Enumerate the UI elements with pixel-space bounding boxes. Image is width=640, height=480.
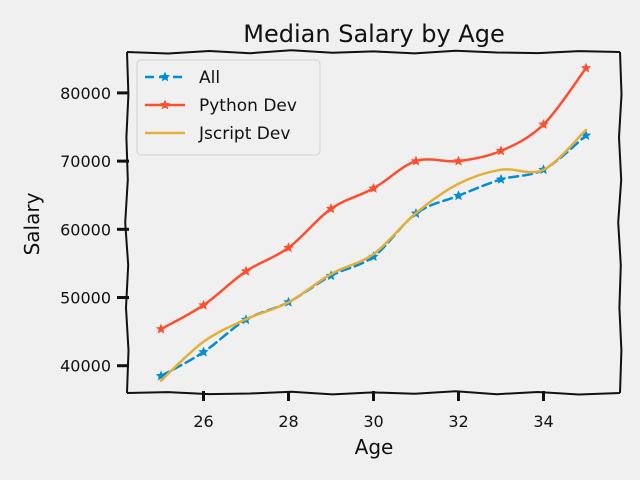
series-jscript-dev xyxy=(159,128,588,382)
legend-item-all: All xyxy=(145,68,220,88)
x-tick-label: 30 xyxy=(363,412,383,431)
data-point-python-dev xyxy=(538,119,549,129)
y-tick-label: 60000 xyxy=(60,220,111,239)
x-tick-label: 26 xyxy=(193,412,213,431)
data-point-python-dev xyxy=(198,299,209,310)
data-point-all xyxy=(495,173,507,184)
legend-label: All xyxy=(199,68,220,88)
x-axis-label: Age xyxy=(355,435,394,459)
legend-label: Jscript Dev xyxy=(198,124,290,144)
data-point-all xyxy=(198,346,209,357)
legend-box xyxy=(136,59,321,156)
y-tick-label: 50000 xyxy=(60,289,111,308)
data-point-python-dev xyxy=(368,182,379,193)
data-point-python-dev xyxy=(240,265,252,276)
data-point-all xyxy=(580,130,592,140)
y-tick-label: 40000 xyxy=(60,357,111,376)
series-layer xyxy=(155,62,592,382)
data-point-python-dev xyxy=(325,203,337,214)
data-point-all xyxy=(453,190,464,201)
series-line-jscript-dev xyxy=(159,128,588,382)
legend-marker xyxy=(159,71,171,82)
data-point-python-dev xyxy=(283,242,294,253)
y-tick-label: 70000 xyxy=(60,152,111,171)
x-tick-label: 28 xyxy=(278,412,298,431)
data-point-python-dev xyxy=(155,323,167,334)
legend-label: Python Dev xyxy=(199,96,297,116)
data-point-python-dev xyxy=(495,145,507,156)
x-tick-label: 32 xyxy=(448,412,468,431)
y-tick-label: 80000 xyxy=(60,84,111,103)
data-point-all xyxy=(368,251,379,261)
x-tick-label: 34 xyxy=(533,412,553,431)
plot-frame xyxy=(124,49,623,396)
legend: All Python Dev Jscript Dev xyxy=(136,59,321,156)
chart-title: Median Salary by Age xyxy=(243,20,504,48)
data-point-python-dev xyxy=(453,155,464,166)
legend-marker xyxy=(159,99,171,110)
data-point-python-dev xyxy=(580,62,592,73)
axis-ticks: 26 28 30 32 34 40000 50000 60000 70000 80000 xyxy=(60,84,554,431)
series-python-dev xyxy=(155,62,592,334)
legend-item-jscript-dev: Jscript Dev xyxy=(145,124,290,144)
y-axis-label: Salary xyxy=(20,192,44,255)
data-point-python-dev xyxy=(410,155,422,166)
legend-item-python-dev: Python Dev xyxy=(145,96,297,116)
